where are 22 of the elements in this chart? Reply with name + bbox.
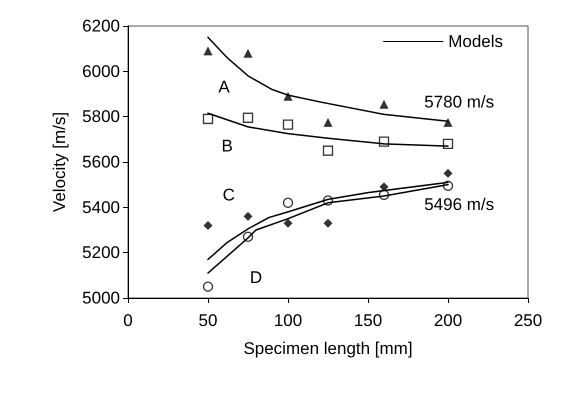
annotation: C: [222, 185, 235, 204]
annotation: A: [218, 78, 230, 97]
x-tick-label: 50: [198, 311, 218, 330]
x-tick-label: 150: [354, 311, 382, 330]
y-tick-label: 5400: [82, 198, 120, 217]
x-axis-title: Specimen length [mm]: [243, 339, 413, 358]
x-tick-label: 250: [514, 311, 542, 330]
y-tick-label: 5600: [82, 152, 120, 172]
legend-label: Models: [448, 32, 504, 51]
y-tick-label: 5000: [82, 288, 120, 308]
y-tick-label: 6000: [82, 62, 120, 81]
x-tick-label: 100: [274, 311, 302, 330]
annotation: D: [250, 268, 262, 288]
annotation: 5780 m/s: [424, 92, 494, 112]
y-tick-label: 5200: [82, 243, 120, 262]
y-tick-label: 6200: [82, 16, 120, 36]
y-axis-title: Velocity [m/s]: [50, 112, 69, 212]
annotation: B: [222, 136, 233, 156]
y-tick-label: 5800: [82, 107, 120, 126]
annotation: 5496 m/s: [424, 195, 494, 214]
x-tick-label: 0: [123, 311, 133, 330]
x-tick-label: 200: [434, 311, 462, 330]
